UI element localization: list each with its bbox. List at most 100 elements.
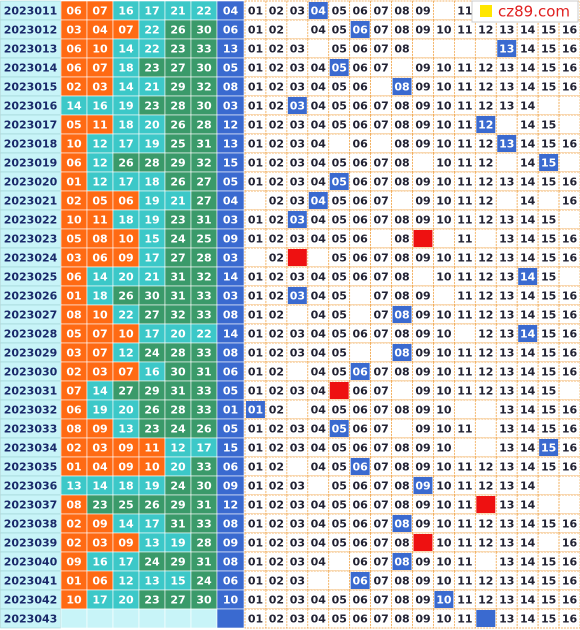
red-ball: 13	[118, 423, 133, 436]
trend-number: 10	[436, 252, 452, 265]
issue: 2023014	[4, 62, 58, 75]
trend-number: 07	[373, 594, 388, 607]
red-ball: 28	[196, 537, 211, 550]
trend-cell	[286, 456, 309, 477]
trend-number: 06	[353, 537, 369, 550]
trend-hit	[350, 572, 370, 589]
trend-number: 04	[311, 423, 327, 436]
trend-number: 13	[499, 385, 514, 398]
trend-number: 15	[541, 290, 556, 303]
trend-number: 03	[290, 480, 305, 493]
trend-hit-number: 06	[353, 461, 369, 474]
trend-number: 08	[394, 100, 409, 113]
trend-number: 08	[394, 366, 409, 379]
red-ball: 06	[66, 271, 82, 284]
trend-cell	[244, 190, 267, 211]
blue-ball: 03	[223, 290, 238, 303]
trend-number: 12	[478, 575, 493, 588]
red-ball: 06	[92, 575, 108, 588]
trend-number: 13	[499, 404, 514, 417]
red-ball: 08	[66, 423, 81, 436]
red-ball: 33	[196, 461, 211, 474]
trend-number: 15	[541, 138, 556, 151]
trend-cell	[370, 133, 392, 154]
trend-number: 15	[541, 423, 556, 436]
blue-ball: 15	[223, 157, 238, 170]
trend-cell	[433, 38, 455, 59]
trend-number: 13	[499, 81, 514, 94]
trend-number: 02	[269, 214, 284, 227]
trend-number: 06	[353, 385, 369, 398]
trend-number: 09	[415, 594, 430, 607]
red-ball: 25	[170, 138, 185, 151]
red-ball: 23	[144, 100, 159, 113]
red-ball-cell	[112, 608, 140, 629]
trend-number: 01	[248, 119, 263, 132]
trend-hit-number: 05	[332, 176, 347, 189]
trend-number: 07	[373, 100, 388, 113]
trend-number: 01	[248, 138, 263, 151]
trend-cell	[558, 38, 580, 59]
trend-hit-number: 03	[290, 214, 305, 227]
trend-number: 05	[332, 290, 347, 303]
red-ball: 26	[170, 24, 186, 37]
red-ball: 03	[92, 81, 107, 94]
trend-number: 06	[353, 233, 369, 246]
trend-number: 12	[478, 594, 493, 607]
trend-number: 03	[290, 271, 305, 284]
red-ball: 09	[118, 537, 133, 550]
trend-number: 04	[311, 556, 327, 569]
blue-ball: 08	[223, 556, 238, 569]
trend-hit	[350, 363, 370, 380]
trend-number: 08	[394, 328, 409, 341]
trend-number: 14	[520, 62, 536, 75]
red-ball: 27	[170, 252, 185, 265]
trend-number: 01	[248, 575, 263, 588]
trend-number: 16	[562, 252, 578, 265]
trend-number: 10	[436, 423, 452, 436]
trend-number: 15	[541, 518, 556, 531]
trend-number: 06	[353, 594, 369, 607]
red-ball: 05	[66, 328, 81, 341]
issue: 2023029	[4, 347, 58, 360]
trend-hit	[518, 268, 538, 285]
red-ball: 26	[118, 157, 134, 170]
trend-number: 11	[457, 81, 472, 94]
red-ball: 28	[144, 157, 159, 170]
trend-number: 06	[353, 195, 369, 208]
trend-hit-number: 14	[520, 271, 536, 284]
trend-number: 12	[478, 214, 493, 227]
trend-number: 07	[373, 613, 388, 626]
trend-number: 04	[311, 613, 327, 626]
red-ball: 12	[118, 575, 133, 588]
red-ball: 01	[66, 575, 81, 588]
red-ball: 23	[144, 423, 159, 436]
trend-number: 03	[290, 119, 305, 132]
issue: 2023035	[4, 461, 58, 474]
red-ball: 14	[92, 271, 108, 284]
trend-number: 04	[311, 24, 327, 37]
red-ball: 10	[144, 461, 160, 474]
trend-hit	[329, 420, 349, 437]
red-ball: 14	[92, 480, 108, 493]
trend-number: 07	[373, 404, 388, 417]
issue: 2023021	[4, 195, 58, 208]
trend-cell	[412, 38, 434, 59]
trend-cell	[558, 190, 580, 211]
trend-cell	[328, 570, 351, 591]
red-ball: 07	[92, 62, 107, 75]
trend-number: 11	[457, 499, 472, 512]
trend-hit	[392, 515, 412, 532]
trend-number: 14	[520, 575, 536, 588]
trend-number: 09	[415, 385, 430, 398]
trend-number: 09	[415, 138, 430, 151]
trend-number: 13	[499, 214, 514, 227]
trend-number: 14	[520, 556, 536, 569]
trend-number: 10	[436, 157, 452, 170]
trend-number: 16	[562, 404, 578, 417]
trend-number: 02	[269, 404, 284, 417]
trend-number: 07	[373, 271, 388, 284]
trend-number: 16	[562, 461, 578, 474]
trend-number: 14	[520, 252, 536, 265]
trend-number: 04	[311, 214, 327, 227]
